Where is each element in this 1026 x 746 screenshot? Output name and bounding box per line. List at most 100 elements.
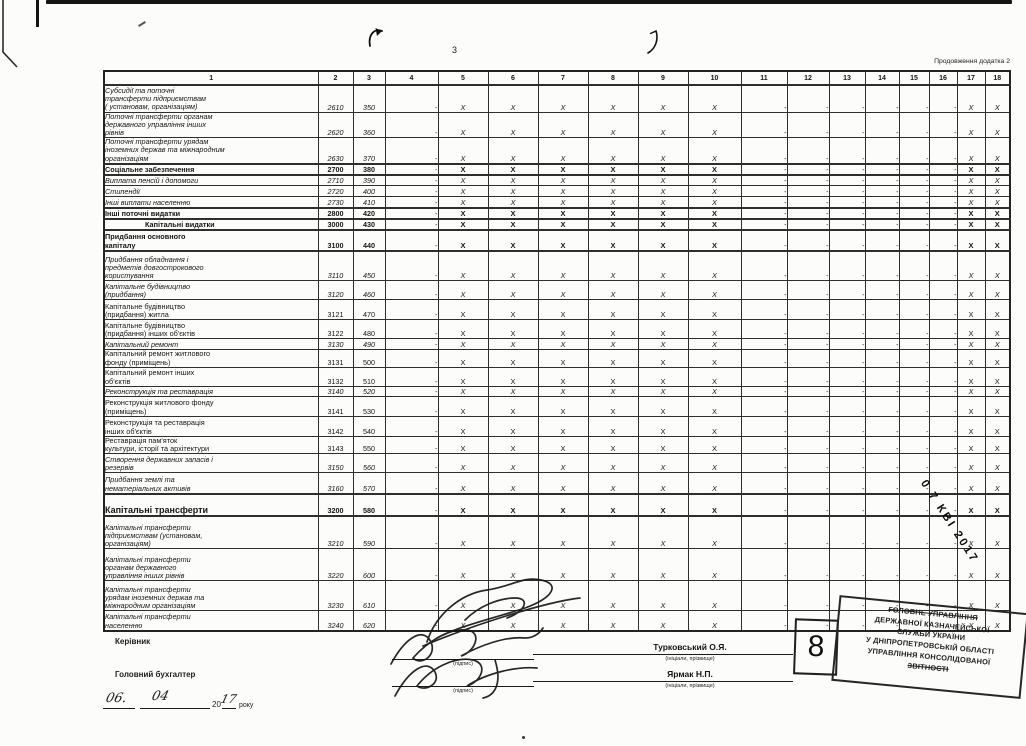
cell: X	[537, 492, 589, 517]
cell: X	[637, 228, 689, 252]
column-number: 17	[956, 70, 986, 86]
cell: -	[384, 280, 439, 301]
cell: -	[828, 206, 866, 220]
kekv-code: 3131	[317, 349, 354, 368]
cell: -	[828, 349, 866, 368]
cell: -	[928, 299, 958, 321]
name-caption-2: (ініціали, прізвище)	[665, 683, 715, 689]
cell: -	[898, 174, 930, 187]
column-number: 13	[828, 70, 866, 86]
cell: -	[898, 548, 930, 582]
cell: -	[786, 515, 830, 550]
line-code: 560	[352, 453, 386, 474]
cell: -	[864, 415, 900, 437]
line-code: 520	[352, 385, 386, 397]
cell: -	[864, 366, 900, 387]
line-code: 400	[352, 185, 386, 198]
kekv-code: 3140	[317, 385, 354, 397]
kekv-code: 3120	[317, 280, 354, 301]
row-label: Субсидії та поточні трансферти підприємс…	[103, 84, 319, 113]
column-number: 16	[928, 70, 958, 86]
cell: X	[956, 415, 986, 437]
handwritten-signatures	[390, 578, 581, 699]
cell: -	[864, 299, 900, 321]
cell: X	[487, 185, 539, 198]
cell: X	[587, 250, 639, 282]
cell: -	[384, 453, 439, 474]
cell: X	[984, 84, 1011, 113]
cell: X	[956, 435, 986, 455]
cell: X	[487, 162, 539, 176]
cell: -	[384, 435, 439, 455]
cell: X	[687, 137, 742, 165]
cell: -	[898, 185, 930, 198]
row-label: Капітальне будівництво (придбання)	[103, 280, 319, 301]
cell: X	[637, 137, 689, 165]
cell: X	[637, 280, 689, 301]
cell: X	[984, 137, 1011, 165]
cell: -	[740, 299, 788, 321]
cell: -	[740, 250, 788, 282]
cell: X	[587, 137, 639, 165]
cell: -	[898, 366, 930, 387]
cell: -	[864, 280, 900, 301]
continuation-note: Продовження додатка 2	[934, 58, 1010, 65]
cell: X	[956, 228, 986, 252]
cell: X	[587, 84, 639, 113]
table-row-2700: Соціальне забезпечення 2700 380- X X X X X X - - - -…	[103, 162, 1011, 176]
cell: X	[437, 366, 489, 387]
cell: X	[587, 395, 639, 417]
table-row-3110: Придбання обладнання і предметів довгост…	[103, 250, 1011, 282]
cell: X	[587, 228, 639, 252]
cell: -	[928, 366, 958, 387]
cell: X	[637, 338, 689, 351]
cell: -	[928, 492, 958, 517]
cell: -	[864, 250, 900, 282]
table-row-3160: Придбання землі та нематеріальних активі…	[103, 472, 1011, 495]
cell: X	[537, 162, 589, 176]
kekv-code: 2720	[317, 185, 354, 198]
cell: X	[984, 299, 1011, 321]
cell: X	[984, 472, 1011, 495]
cell: -	[740, 206, 788, 220]
cell: X	[587, 111, 639, 139]
cell: X	[587, 415, 639, 437]
cell: -	[828, 185, 866, 198]
cell: X	[687, 395, 742, 417]
cell: -	[786, 162, 830, 176]
cell: X	[587, 338, 639, 351]
cell: -	[898, 206, 930, 220]
cell: X	[984, 395, 1011, 417]
page-number: 3	[452, 45, 458, 55]
cell: X	[487, 385, 539, 397]
cell: -	[928, 435, 958, 455]
table-row-2730: Інші виплати населенню 2730 410- X X X X X X - - - -…	[103, 196, 1011, 209]
cell: X	[587, 196, 639, 209]
cell: X	[687, 196, 742, 209]
cell: -	[928, 196, 958, 209]
cell: X	[487, 395, 539, 417]
cell: X	[537, 217, 589, 231]
cell: -	[740, 492, 788, 517]
line-code: 620	[352, 610, 386, 632]
kekv-code: 3141	[317, 395, 354, 417]
cell: -	[864, 435, 900, 455]
cell: X	[487, 206, 539, 220]
cell: -	[898, 217, 930, 231]
line-code: 550	[352, 435, 386, 455]
accountant-signature-line	[392, 686, 534, 687]
line-code: 380	[352, 162, 386, 176]
line-code: 420	[352, 206, 386, 220]
row-label: Капітальні трансферти органам державного…	[103, 548, 319, 582]
cell: X	[687, 228, 742, 252]
cell: X	[487, 250, 539, 282]
table-row-3130: Капітальний ремонт 3130 490- X X X X X X - - - - - - X X	[103, 338, 1011, 351]
cell: -	[898, 111, 930, 139]
table-row-3200: Капітальні трансферти 3200 580- X X X X X X - - - - -…	[103, 492, 1011, 517]
line-code: 500	[352, 349, 386, 368]
line-code: 510	[352, 366, 386, 387]
row-label: Придбання обладнання і предметів довгост…	[103, 250, 319, 282]
line-code: 390	[352, 174, 386, 187]
cell: -	[928, 111, 958, 139]
